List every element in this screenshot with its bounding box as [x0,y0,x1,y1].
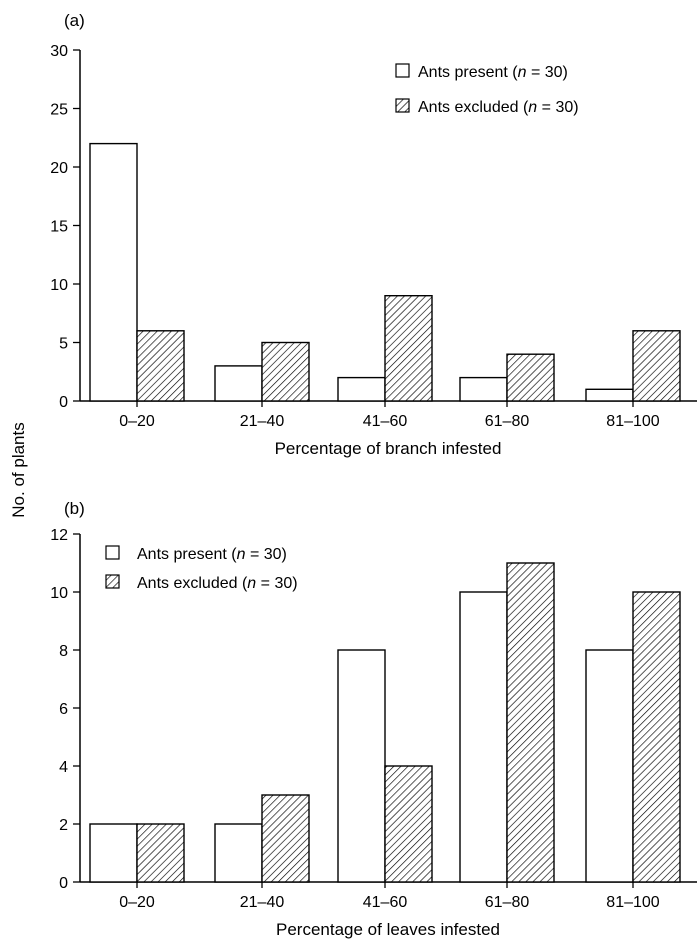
panel-b-y-ticks: 0 2 4 6 8 10 12 [50,527,80,892]
y-axis-title: No. of plants [9,422,28,517]
panel-b-x-ticks: 0–20 21–40 41–60 61–80 81–100 [119,882,660,911]
bar-ants-present-5 [585,388,634,402]
panel-b-label: (b) [64,499,85,518]
y-tick-label: 20 [50,160,68,177]
legend-label-ants-excluded: Ants excluded (n = 30) [418,99,579,116]
bar-ants-excluded-5 [632,591,681,883]
bar-ants-excluded-1 [136,330,185,402]
legend-swatch-ants-present [395,63,410,78]
panel-a-bars [89,142,681,402]
panel-b-bars [89,562,681,883]
y-tick-label: 0 [59,875,68,892]
y-tick-label: 2 [59,817,68,834]
y-tick-label: 5 [59,336,68,353]
bar-ants-excluded-2 [261,341,310,402]
y-tick-label: 12 [50,527,68,544]
bar-ants-excluded-3 [384,765,433,883]
bar-ants-present-3 [337,376,386,402]
bar-ants-excluded-2 [261,794,310,883]
y-tick-label: 8 [59,643,68,660]
y-tick-label: 25 [50,102,68,119]
x-tick-label: 81–100 [606,413,659,430]
legend-swatch-ants-excluded [105,574,120,589]
bar-ants-excluded-3 [384,295,433,402]
bar-ants-present-1 [89,823,138,883]
panel-a-y-ticks: 0 5 10 15 20 25 30 [50,43,80,411]
bar-ants-present-3 [337,649,386,883]
y-tick-label: 4 [59,759,68,776]
y-tick-label: 0 [59,394,68,411]
legend-label-ants-excluded: Ants excluded (n = 30) [137,575,298,592]
legend-swatch-ants-present [105,545,120,560]
legend-label-ants-present: Ants present (n = 30) [137,546,287,563]
bar-ants-excluded-5 [632,330,681,402]
bar-ants-excluded-1 [136,823,185,883]
bar-ants-excluded-4 [506,562,555,883]
bar-ants-present-2 [214,823,263,883]
panel-a: (a) 0 5 10 15 20 25 30 0–20 21–40 41–60 61–80 81–1… [50,11,697,458]
x-tick-label: 0–20 [119,413,155,430]
x-tick-label: 81–100 [606,894,659,911]
x-tick-label: 21–40 [240,894,285,911]
panel-a-legend: Ants present (n = 30) Ants excluded (n =… [395,63,579,116]
bar-ants-present-5 [585,649,634,883]
panel-a-x-ticks: 0–20 21–40 41–60 61–80 81–100 [119,401,660,430]
y-tick-label: 15 [50,219,68,236]
x-tick-label: 61–80 [485,894,530,911]
legend-swatch-ants-excluded [395,98,410,113]
panel-b-x-axis-title: Percentage of leaves infested [276,920,500,939]
x-tick-label: 61–80 [485,413,530,430]
x-tick-label: 0–20 [119,894,155,911]
bar-ants-present-4 [459,376,508,402]
y-tick-label: 10 [50,277,68,294]
x-tick-label: 41–60 [363,413,408,430]
bar-ants-present-2 [214,365,263,402]
legend-label-ants-present: Ants present (n = 30) [418,64,568,81]
panel-b-legend: Ants present (n = 30) Ants excluded (n =… [105,545,298,592]
panel-a-x-axis-title: Percentage of branch infested [275,439,502,458]
panel-a-label: (a) [64,11,85,30]
y-tick-label: 6 [59,701,68,718]
bar-ants-present-4 [459,591,508,883]
y-tick-label: 10 [50,585,68,602]
bar-ants-present-1 [89,142,138,402]
y-tick-label: 30 [50,43,68,60]
x-tick-label: 21–40 [240,413,285,430]
bar-ants-excluded-4 [506,353,555,402]
x-tick-label: 41–60 [363,894,408,911]
